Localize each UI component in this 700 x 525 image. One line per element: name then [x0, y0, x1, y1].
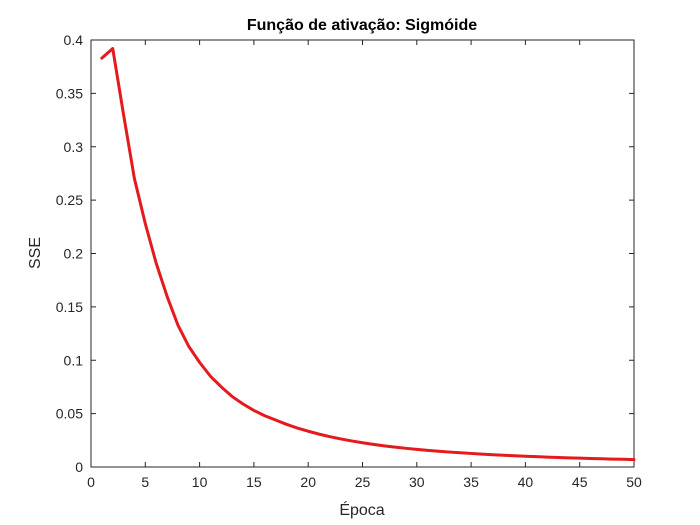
y-tick-label: 0.3 — [64, 139, 84, 155]
y-tick-label: 0.1 — [64, 352, 84, 368]
plot-area — [90, 39, 635, 468]
x-tick-label: 35 — [463, 474, 479, 490]
y-tick-label: 0.4 — [64, 32, 84, 48]
x-tick-label: 0 — [87, 474, 95, 490]
x-axis-label: Época — [339, 500, 384, 519]
x-tick-label: 10 — [192, 474, 208, 490]
x-tick-label: 45 — [572, 474, 588, 490]
x-tick-label: 30 — [409, 474, 425, 490]
y-tick-label: 0.25 — [56, 192, 83, 208]
y-axis: 0 0.05 0.1 0.15 0.2 0.25 0.3 0.35 0.4 — [56, 32, 634, 475]
x-tick-label: 25 — [355, 474, 371, 490]
x-axis: 0 5 10 15 20 25 30 35 40 45 50 — [87, 40, 642, 490]
series-layer — [100, 47, 636, 462]
x-tick-label: 20 — [300, 474, 316, 490]
x-tick-label: 50 — [626, 474, 642, 490]
x-tick-label: 5 — [141, 474, 149, 490]
y-tick-label: 0 — [75, 459, 83, 475]
x-tick-label: 40 — [518, 474, 534, 490]
y-tick-label: 0.2 — [64, 246, 84, 262]
series-line — [100, 47, 636, 462]
y-tick-label: 0.05 — [56, 406, 83, 422]
y-tick-label: 0.35 — [56, 85, 83, 101]
x-tick-label: 15 — [246, 474, 262, 490]
y-tick-label: 0.15 — [56, 299, 83, 315]
chart-title: Função de ativação: Sigmóide — [247, 17, 477, 34]
y-axis-label: SSE — [27, 237, 44, 269]
